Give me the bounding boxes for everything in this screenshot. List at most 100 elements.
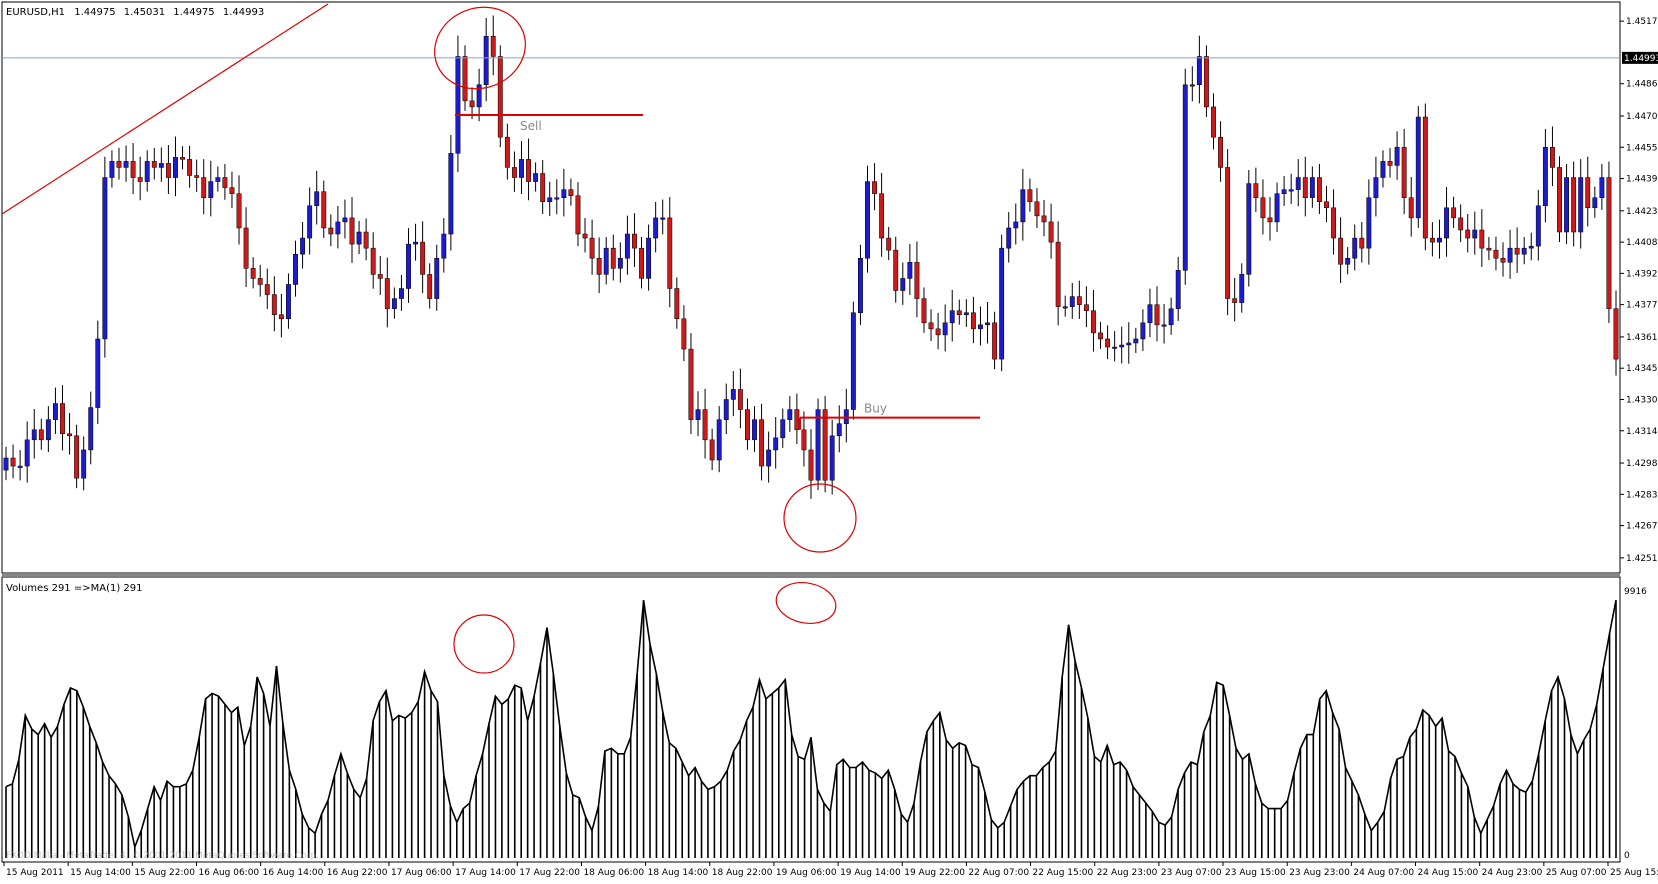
candle-body [773, 437, 779, 451]
candle-body [709, 439, 715, 461]
candle-body [893, 249, 899, 291]
volume-indicator-label: Volumes 291 =>MA(1) 291 [6, 583, 143, 594]
volume-tick-label: 0 [1624, 851, 1630, 861]
candle-body [236, 193, 242, 229]
candle-body [81, 449, 87, 479]
candle-body [794, 409, 800, 431]
candle-body [1465, 229, 1471, 239]
candle-body [1076, 296, 1082, 305]
candle-body [1408, 197, 1414, 219]
candle-body [497, 56, 503, 138]
candle-body [1147, 304, 1153, 324]
candle-body [427, 274, 433, 299]
time-tick-label: 19 Aug 06:00 [776, 868, 837, 878]
candle-body [596, 257, 602, 275]
time-tick-label: 22 Aug 07:00 [968, 868, 1029, 878]
candle-body [1557, 167, 1562, 233]
candle-body [1486, 247, 1492, 251]
time-tick-label: 17 Aug 22:00 [519, 868, 580, 878]
candle-body [850, 312, 856, 410]
candle-body [511, 167, 517, 178]
candle-body [907, 262, 913, 279]
candle-body [158, 163, 164, 168]
candle-body [1218, 136, 1224, 168]
time-tick-label: 18 Aug 06:00 [583, 868, 644, 878]
candle-body [1302, 177, 1308, 198]
time-tick-label: 23 Aug 07:00 [1161, 868, 1222, 878]
price-tick-label: 1.44705 [1626, 112, 1658, 122]
candle-body [88, 407, 94, 451]
candle-body [533, 173, 539, 182]
candle-body [1387, 161, 1393, 166]
candle-body [1246, 183, 1252, 275]
candle-body [173, 157, 178, 178]
time-tick-label: 18 Aug 14:00 [648, 868, 709, 878]
candle-body [829, 435, 835, 481]
candle-body [300, 237, 306, 255]
candle-body [476, 84, 482, 108]
candle-body [271, 294, 277, 315]
candle-body [1606, 177, 1612, 309]
candle-body [815, 409, 821, 481]
price-tick-label: 1.44080 [1626, 238, 1658, 248]
candle-body [624, 233, 630, 259]
candle-body [745, 409, 750, 441]
candle-body [865, 181, 870, 259]
candle-body [1288, 189, 1294, 192]
candle-body [1444, 207, 1449, 239]
candle-body [1542, 147, 1548, 207]
price-tick-label: 1.43610 [1626, 333, 1658, 343]
time-tick-label: 23 Aug 15:00 [1225, 868, 1286, 878]
candle-body [1062, 306, 1068, 309]
sell-label: Sell [520, 119, 542, 133]
candle-body [568, 189, 574, 196]
candle-body [561, 189, 567, 198]
candle-body [1514, 247, 1520, 255]
candle-body [667, 217, 673, 289]
candle-body [1020, 189, 1026, 223]
candle-body [589, 237, 595, 259]
highlight-ellipse[interactable] [783, 483, 857, 553]
candle-body [420, 241, 426, 275]
highlight-ellipse[interactable] [453, 614, 515, 674]
candle-body [413, 241, 419, 245]
symbol-info: EURUSD,H1 1.44975 1.45031 1.44975 1.4499… [6, 7, 264, 18]
candlestick-series [3, 15, 1619, 499]
candle-body [688, 348, 694, 420]
drawn-objects: 1.44993 Sell Buy [1, 0, 1658, 674]
candle-body [1578, 177, 1584, 233]
candle-body [307, 205, 313, 239]
trendline[interactable] [1, 3, 329, 215]
candle-body [978, 324, 983, 330]
candle-body [1599, 177, 1605, 198]
highlight-ellipse[interactable] [773, 578, 839, 628]
candle-body [942, 322, 948, 336]
candle-body [448, 153, 454, 235]
price-tick-label: 1.42830 [1626, 490, 1658, 500]
candle-body [1281, 189, 1287, 194]
candle-body [1429, 237, 1435, 243]
highlight-ellipse[interactable] [423, 0, 537, 101]
volume-ma-line [5, 600, 1617, 850]
candle-body [617, 257, 623, 269]
price-axis: 1.45175 1.44865 1.44705 1.44550 1.44395 1.442… [1620, 17, 1658, 564]
time-tick-label: 15 Aug 14:00 [70, 868, 131, 878]
candle-body [278, 314, 284, 320]
price-tick-label: 1.43300 [1626, 395, 1658, 405]
candle-body [377, 274, 383, 279]
candle-body [1260, 197, 1266, 219]
candle-body [1041, 215, 1047, 223]
candle-body [949, 310, 955, 324]
price-tick-label: 1.44550 [1626, 143, 1658, 153]
time-tick-label: 24 Aug 15:00 [1418, 868, 1479, 878]
candle-body [1521, 247, 1527, 255]
price-tick-label: 1.43455 [1626, 364, 1658, 374]
candle-body [469, 100, 475, 108]
candle-body [434, 257, 440, 299]
candle-body [95, 338, 101, 408]
candle-body [17, 465, 23, 468]
candle-body [1472, 229, 1478, 239]
candle-body [1069, 296, 1075, 307]
candle-body [716, 419, 722, 461]
